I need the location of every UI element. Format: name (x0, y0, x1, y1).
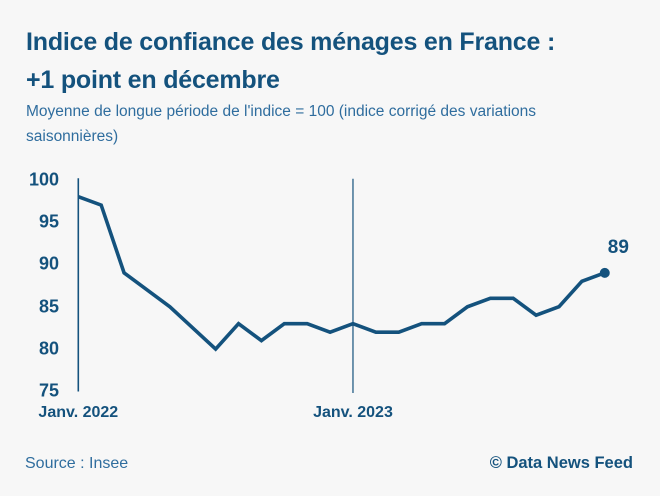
y-axis-tick-label: 90 (38, 253, 59, 274)
x-axis-tick-label: Janv. 2023 (313, 404, 393, 421)
end-point-dot (599, 267, 610, 278)
y-axis-tick-label: 100 (28, 169, 59, 190)
copyright-label: © Data News Feed (489, 454, 633, 472)
x-axis-tick-label: Janv. 2022 (38, 404, 119, 421)
chart-title: Indice de confiance des ménages en Franc… (26, 23, 651, 99)
confidence-index-line (77, 194, 606, 352)
chart-subtitle: Moyenne de longue période de l'indice = … (26, 103, 537, 145)
chart-title-line2: +1 point en décembre (26, 66, 280, 94)
y-axis-tick-label: 80 (38, 338, 59, 359)
y-axis-tick-label: 85 (38, 296, 59, 317)
end-value-label: 89 (607, 236, 629, 258)
y-axis-tick-label: 75 (38, 380, 59, 401)
chart-title-line1: Indice de confiance des ménages en Franc… (26, 28, 556, 56)
chart-footer: Source : Insee © Data News Feed (25, 454, 633, 473)
y-axis-tick-label: 95 (38, 211, 59, 232)
source-label: Source : Insee (25, 455, 129, 472)
